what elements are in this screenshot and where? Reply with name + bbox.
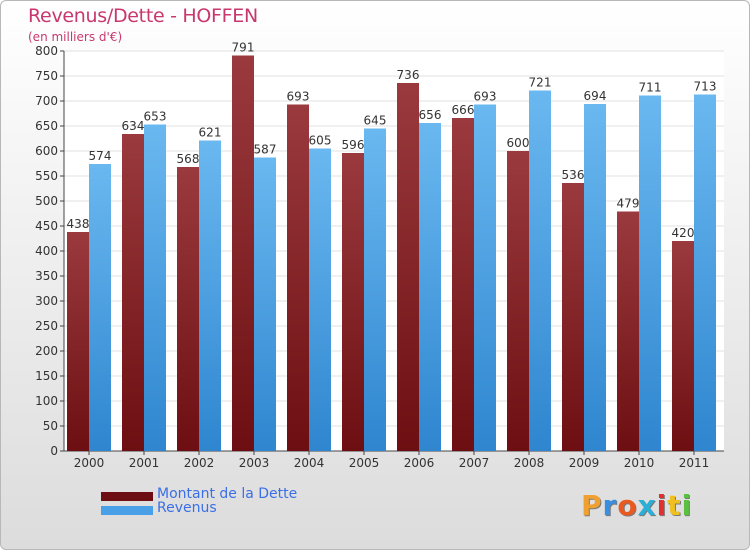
revenue-bar xyxy=(694,94,716,451)
revenue-value-label: 721 xyxy=(529,76,552,90)
debt-bar xyxy=(122,134,144,451)
logo-letter: t xyxy=(667,489,682,522)
debt-bar xyxy=(452,118,474,451)
logo-letter: o xyxy=(617,489,638,522)
x-tick-label: 2001 xyxy=(129,456,160,470)
revenue-value-label: 656 xyxy=(419,108,442,122)
debt-value-label: 634 xyxy=(122,119,145,133)
y-tick-label: 700 xyxy=(35,94,58,108)
y-tick-label: 550 xyxy=(35,169,58,183)
y-tick-label: 750 xyxy=(35,69,58,83)
debt-bar xyxy=(672,241,694,451)
debt-bar xyxy=(617,211,639,451)
revenue-bar xyxy=(89,164,111,451)
y-tick-label: 400 xyxy=(35,244,58,258)
legend-swatch-revenue xyxy=(101,506,153,515)
debt-bar xyxy=(562,183,584,451)
revenue-bar xyxy=(419,123,441,451)
logo-letter: i xyxy=(656,489,668,522)
debt-bar xyxy=(397,83,419,451)
y-tick-label: 300 xyxy=(35,294,58,308)
debt-value-label: 693 xyxy=(287,90,310,104)
y-tick-label: 350 xyxy=(35,269,58,283)
legend-label-debt: Montant de la Dette xyxy=(157,486,298,502)
logo-letter: P xyxy=(581,489,603,522)
revenue-bar xyxy=(584,104,606,451)
chart-title: Revenus/Dette - HOFFEN xyxy=(28,5,258,27)
x-tick-label: 2011 xyxy=(679,456,710,470)
x-tick-label: 2009 xyxy=(569,456,600,470)
debt-value-label: 568 xyxy=(177,152,200,166)
debt-bar xyxy=(67,232,89,451)
y-tick-label: 200 xyxy=(35,344,58,358)
y-tick-label: 650 xyxy=(35,119,58,133)
x-tick-label: 2010 xyxy=(624,456,655,470)
revenue-bar xyxy=(529,90,551,451)
y-tick-label: 800 xyxy=(35,44,58,58)
debt-bar xyxy=(232,55,254,451)
revenue-value-label: 694 xyxy=(584,89,607,103)
y-tick-label: 100 xyxy=(35,394,58,408)
y-tick-label: 0 xyxy=(50,444,58,458)
revenue-value-label: 711 xyxy=(639,81,662,95)
debt-bar xyxy=(287,104,309,451)
x-tick-label: 2003 xyxy=(239,456,270,470)
y-tick-label: 50 xyxy=(43,419,58,433)
debt-bar xyxy=(507,151,529,451)
y-tick-label: 600 xyxy=(35,144,58,158)
revenue-value-label: 621 xyxy=(199,126,222,140)
debt-value-label: 736 xyxy=(397,68,420,82)
debt-value-label: 666 xyxy=(452,103,475,117)
debt-value-label: 420 xyxy=(672,226,695,240)
debt-bar xyxy=(177,167,199,451)
x-tick-label: 2005 xyxy=(349,456,380,470)
revenue-bar xyxy=(474,104,496,451)
debt-value-label: 600 xyxy=(507,136,530,150)
revenue-bar xyxy=(254,157,276,451)
revenue-value-label: 587 xyxy=(254,143,277,157)
debt-bar xyxy=(342,153,364,451)
revenue-bar xyxy=(309,148,331,451)
revenue-value-label: 605 xyxy=(309,134,332,148)
y-tick-label: 500 xyxy=(35,194,58,208)
legend-swatch-debt xyxy=(101,492,153,501)
logo-letter: r xyxy=(602,489,618,522)
debt-value-label: 479 xyxy=(617,197,640,211)
logo-letter: x xyxy=(637,489,657,522)
x-tick-label: 2004 xyxy=(294,456,325,470)
revenue-value-label: 645 xyxy=(364,114,387,128)
revenue-bar xyxy=(364,128,386,451)
revenue-bar xyxy=(199,140,221,451)
debt-value-label: 438 xyxy=(67,217,90,231)
revenue-value-label: 713 xyxy=(694,80,717,94)
x-tick-label: 2002 xyxy=(184,456,215,470)
revenue-value-label: 693 xyxy=(474,90,497,104)
x-tick-label: 2007 xyxy=(459,456,490,470)
y-tick-label: 450 xyxy=(35,219,58,233)
x-tick-label: 2006 xyxy=(404,456,435,470)
debt-value-label: 536 xyxy=(562,168,585,182)
debt-value-label: 791 xyxy=(232,41,255,55)
revenue-value-label: 653 xyxy=(144,110,167,124)
revenue-bar xyxy=(639,95,661,451)
y-tick-label: 250 xyxy=(35,319,58,333)
y-tick-label: 150 xyxy=(35,369,58,383)
revenue-value-label: 574 xyxy=(89,149,112,163)
debt-value-label: 596 xyxy=(342,138,365,152)
bar-chart: 0 50 100 150 200 250 300 350 400 450 500 550 600 650 7… xyxy=(35,41,724,470)
legend-label-revenue: Revenus xyxy=(157,500,217,516)
chart-subtitle: (en milliers d'€) xyxy=(28,30,123,44)
proxiti-logo: Proxiti xyxy=(581,489,692,522)
x-tick-label: 2000 xyxy=(74,456,105,470)
x-tick-label: 2008 xyxy=(514,456,545,470)
revenue-bar xyxy=(144,124,166,451)
logo-letter: i xyxy=(681,489,693,522)
